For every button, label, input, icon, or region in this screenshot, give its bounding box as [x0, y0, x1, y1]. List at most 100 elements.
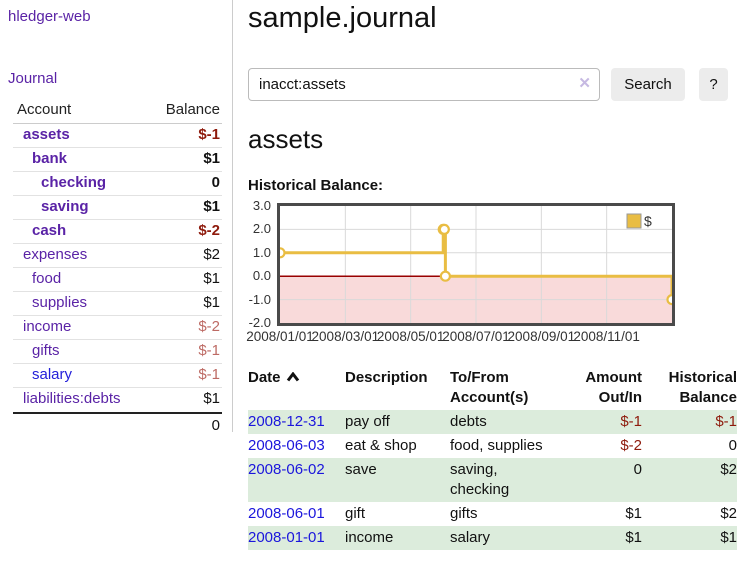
transaction-date-link[interactable]: 2008-06-02 [248, 461, 325, 478]
chart-legend: $ [626, 213, 652, 229]
account-balance: $1 [203, 150, 220, 167]
account-link-salary[interactable]: salary [32, 366, 73, 383]
transaction-accounts: gifts [450, 505, 478, 522]
data-point-marker[interactable] [438, 223, 450, 235]
account-balance: $-1 [198, 126, 220, 143]
transaction-balance: $-1 [642, 410, 737, 434]
historical-balance-chart: 3.0 2.0 1.0 0.0 -1.0 -2.0 $ 2008/01/01 2008/03… [246, 198, 738, 353]
y-axis-labels: 3.0 2.0 1.0 0.0 -1.0 -2.0 [248, 198, 273, 330]
transaction-date-link[interactable]: 2008-12-31 [248, 413, 325, 430]
column-header-accounts: To/From Account(s) [450, 366, 560, 410]
main-content: sample.journal ✕ Search ? assets Histori… [246, 0, 738, 550]
transactions-header-row: Date Description To/From Account(s) Amou… [248, 366, 737, 410]
account-balance: $-2 [198, 318, 220, 335]
account-row: salary $-1 [13, 364, 222, 388]
account-row: liabilities:debts $1 [13, 388, 222, 412]
account-row: gifts $-1 [13, 340, 222, 364]
clear-search-icon[interactable]: ✕ [578, 75, 591, 92]
transaction-amount: $-2 [620, 437, 642, 454]
legend-dollar-label: $ [644, 213, 652, 229]
column-header-description: Description [345, 366, 450, 410]
account-link-expenses[interactable]: expenses [23, 246, 88, 263]
account-link-gifts[interactable]: gifts [32, 342, 60, 359]
data-point-marker[interactable] [666, 293, 678, 306]
account-balance: $-1 [198, 366, 220, 383]
account-balance: $1 [203, 390, 220, 407]
account-balance: $-2 [198, 222, 220, 239]
search-input[interactable] [248, 68, 600, 101]
transaction-description: pay off [345, 410, 450, 434]
transaction-date-link[interactable]: 2008-01-01 [248, 529, 325, 546]
transaction-description: income [345, 526, 450, 550]
page-title: sample.journal [248, 2, 437, 34]
transaction-date-link[interactable]: 2008-06-03 [248, 437, 325, 454]
transaction-row[interactable]: 2008-01-01 income salary $1 $1 [248, 526, 737, 550]
transaction-accounts: salary [450, 526, 560, 550]
account-link-checking[interactable]: checking [41, 174, 107, 191]
search-input-wrap: ✕ [248, 68, 600, 101]
accounts-table-header: Account Balance [13, 98, 222, 124]
account-row: expenses $2 [13, 244, 222, 268]
account-link-liabilities-debts[interactable]: liabilities:debts [23, 390, 121, 407]
accounts-total-row: 0 [13, 412, 222, 437]
sidebar: hledger-web Journal Account Balance asse… [0, 0, 232, 437]
x-axis-tick-label: 2008/09/01 [507, 329, 576, 344]
balance-header-line1: Historical [668, 369, 737, 386]
account-row: cash $-2 [13, 220, 222, 244]
account-link-supplies[interactable]: supplies [32, 294, 88, 311]
account-balance: 0 [211, 174, 220, 191]
transaction-amount: $1 [560, 526, 642, 550]
transaction-balance: $1 [642, 526, 737, 550]
transaction-balance: $2 [720, 505, 737, 522]
y-axis-tick-label: 1.0 [252, 244, 271, 260]
account-row: bank $1 [13, 148, 222, 172]
accounts-total-value: 0 [211, 417, 220, 434]
brand-link[interactable]: hledger-web [8, 8, 91, 25]
transaction-accounts: debts [450, 410, 560, 434]
account-link-income[interactable]: income [23, 318, 72, 335]
transaction-description: eat & shop [345, 437, 417, 454]
transaction-accounts: saving, checking [450, 458, 560, 502]
account-balance: $1 [203, 198, 220, 215]
account-balance: $-1 [198, 342, 220, 359]
x-axis-tick-label: 2008/07/01 [442, 329, 510, 344]
accounts-header-line1: To/From [450, 369, 509, 386]
y-axis-tick-label: 2.0 [252, 221, 271, 237]
x-axis-tick-label: 2008/03/01 [311, 329, 380, 344]
search-button[interactable]: Search [611, 68, 685, 101]
help-button[interactable]: ? [699, 68, 728, 101]
account-link-cash[interactable]: cash [32, 222, 67, 239]
account-link-saving[interactable]: saving [41, 198, 89, 215]
transaction-amount: $-1 [560, 410, 642, 434]
account-link-bank[interactable]: bank [32, 150, 68, 167]
transaction-row[interactable]: 2008-06-02 save saving, checking 0 $2 [248, 458, 737, 502]
account-row: income $-2 [13, 316, 222, 340]
chart-svg: $ [274, 206, 678, 323]
accounts-header-line2: Account(s) [450, 389, 529, 406]
data-point-marker[interactable] [439, 270, 451, 282]
transaction-row[interactable]: 2008-06-03 eat & shop food, supplies $-2… [248, 434, 737, 458]
account-heading: assets [248, 124, 324, 154]
column-header-date[interactable]: Date [248, 366, 345, 410]
transaction-date-link[interactable]: 2008-06-01 [248, 505, 325, 522]
balance-header-line2: Balance [679, 389, 737, 406]
y-axis-tick-label: -2.0 [248, 315, 271, 330]
account-link-assets[interactable]: assets [23, 126, 70, 143]
x-axis-tick-label: 2008/05/01 [376, 329, 445, 344]
accounts-table: Account Balance assets $-1 bank $1 check… [13, 98, 222, 437]
sidebar-item-journal[interactable]: Journal [8, 70, 58, 87]
transaction-row[interactable]: 2008-12-31 pay off debts $-1 $-1 [248, 410, 737, 434]
account-balance: $1 [203, 294, 220, 311]
account-link-food[interactable]: food [32, 270, 62, 287]
transaction-row[interactable]: 2008-06-01 gift gifts $1 $2 [248, 502, 737, 526]
account-row: supplies $1 [13, 292, 222, 316]
balance-column-header: Balance [165, 101, 220, 118]
data-point-marker[interactable] [274, 247, 286, 259]
account-balance: $2 [203, 246, 220, 263]
transaction-amount: 0 [560, 458, 642, 502]
amount-header-line2: Out/In [598, 389, 642, 406]
chart-plot-area: $ [274, 203, 678, 326]
transaction-accounts: food, supplies [450, 437, 543, 454]
x-axis-labels: 2008/01/01 2008/03/01 2008/05/01 2008/07/01… [246, 329, 738, 347]
sidebar-divider [232, 0, 233, 432]
